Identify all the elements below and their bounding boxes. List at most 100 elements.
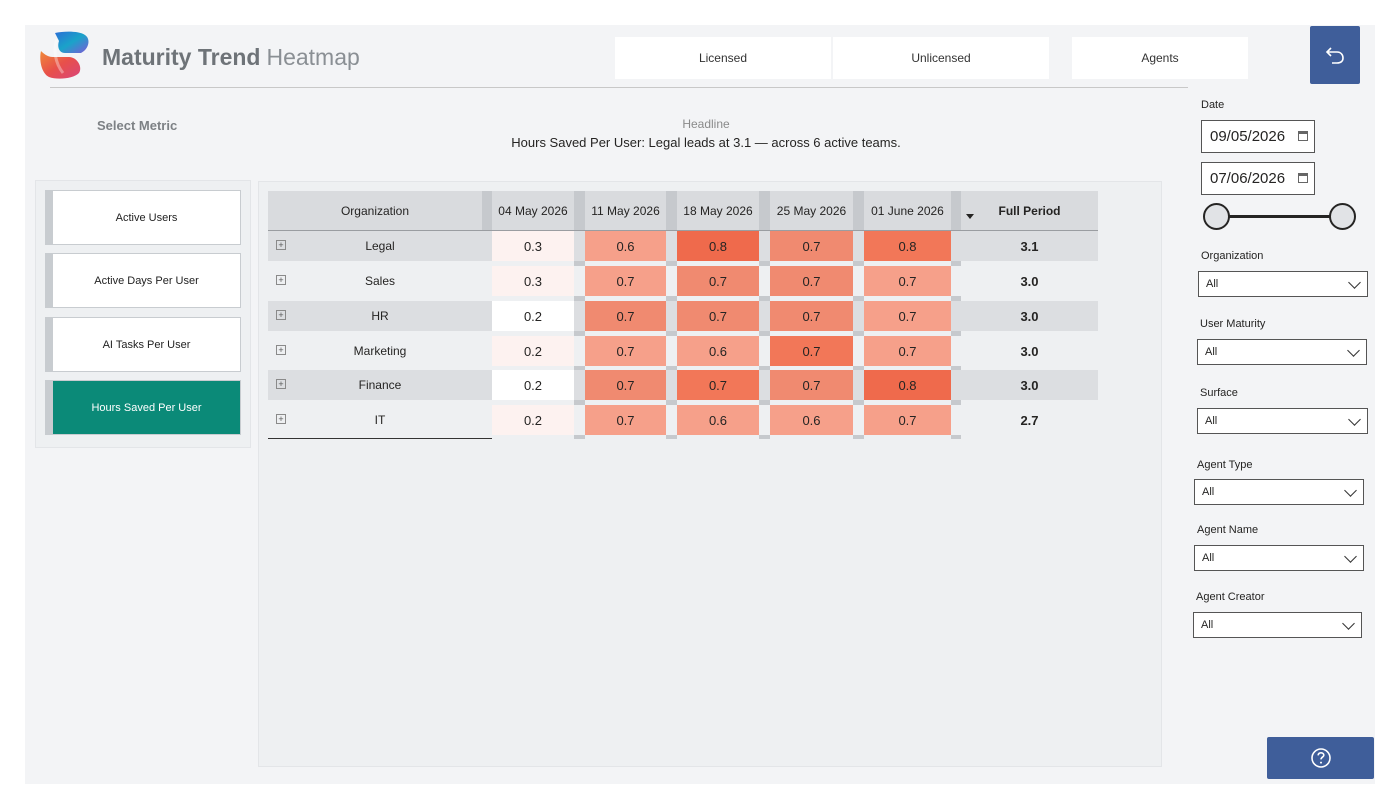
back-button[interactable] — [1310, 26, 1360, 84]
date-end-value: 07/06/2026 — [1210, 170, 1286, 187]
metric-button-ai-tasks[interactable]: AI Tasks Per User — [45, 317, 241, 372]
tab-licensed[interactable]: Licensed — [615, 37, 831, 79]
heat-cell: 0.7 — [864, 336, 951, 366]
heat-cell: 0.8 — [864, 370, 951, 400]
question-circle-icon — [1310, 748, 1331, 768]
plus-square-icon[interactable]: + — [276, 310, 286, 320]
column-header-week-5[interactable]: 01 June 2026 — [864, 191, 951, 230]
agent-name-filter-label: Agent Name — [1197, 524, 1259, 536]
chevron-down-icon — [1344, 484, 1357, 497]
heat-cell: 0.7 — [770, 370, 853, 400]
heat-cell: 0.6 — [677, 336, 759, 366]
chevron-down-icon — [1348, 276, 1361, 289]
user-maturity-dropdown[interactable]: All — [1197, 339, 1367, 365]
agent-type-filter-label: Agent Type — [1197, 459, 1253, 471]
copilot-logo-icon — [40, 31, 89, 79]
agent-type-dropdown[interactable]: All — [1194, 479, 1364, 505]
column-header-full-period[interactable]: Full Period — [961, 191, 1098, 230]
org-cell: IT — [374, 413, 386, 427]
column-header-week-1[interactable]: 04 May 2026 — [492, 191, 574, 230]
heat-cell: 0.7 — [585, 266, 666, 296]
heat-cell: 0.7 — [864, 405, 951, 435]
table-bottom-rule — [268, 438, 492, 439]
metric-button-active-days[interactable]: Active Days Per User — [45, 253, 241, 308]
org-cell: Sales — [364, 274, 396, 288]
chevron-down-icon — [1344, 550, 1357, 563]
heat-cell: 0.8 — [864, 231, 951, 261]
organization-dropdown[interactable]: All — [1198, 271, 1368, 297]
heat-cell: 0.2 — [492, 370, 574, 400]
headline-text: Hours Saved Per User: Legal leads at 3.1… — [511, 135, 901, 150]
heat-cell: 0.7 — [770, 336, 853, 366]
calendar-icon[interactable] — [1298, 173, 1308, 183]
column-header-week-3[interactable]: 18 May 2026 — [677, 191, 759, 230]
heat-cell: 0.6 — [677, 405, 759, 435]
undo-arrow-icon — [1325, 47, 1344, 64]
column-header-organization[interactable]: Organization — [268, 191, 482, 230]
page-subtitle: Heatmap — [266, 44, 360, 70]
heat-cell: 0.2 — [492, 405, 574, 435]
date-end-input[interactable]: 07/06/2026 — [1201, 162, 1315, 195]
full-period-label: Full Period — [998, 203, 1061, 218]
agent-creator-filter-label: Agent Creator — [1196, 591, 1265, 603]
chevron-down-icon — [1342, 617, 1355, 630]
full-period-cell: 3.0 — [1020, 343, 1039, 359]
plus-square-icon[interactable]: + — [276, 414, 286, 424]
chevron-down-icon — [1347, 344, 1360, 357]
heat-cell: 0.7 — [677, 370, 759, 400]
plus-square-icon[interactable]: + — [276, 240, 286, 250]
surface-dropdown[interactable]: All — [1197, 408, 1368, 434]
org-cell: HR — [371, 309, 389, 323]
chevron-down-icon — [1348, 413, 1361, 426]
agent-type-dropdown-value: All — [1202, 486, 1215, 498]
heat-cell: 0.6 — [770, 405, 853, 435]
org-cell: Legal — [365, 239, 395, 253]
date-range-slider[interactable] — [1216, 215, 1343, 218]
heat-cell: 0.8 — [677, 231, 759, 261]
metric-button-hours-saved[interactable]: Hours Saved Per User — [45, 380, 241, 435]
sort-desc-icon[interactable] — [965, 213, 975, 220]
date-start-value: 09/05/2026 — [1210, 128, 1286, 145]
metric-button-active-users[interactable]: Active Users — [45, 190, 241, 245]
calendar-icon[interactable] — [1298, 131, 1308, 141]
heat-cell: 0.2 — [492, 301, 574, 331]
column-header-week-2[interactable]: 11 May 2026 — [585, 191, 666, 230]
plus-square-icon[interactable]: + — [276, 379, 286, 389]
agent-creator-dropdown-value: All — [1201, 619, 1214, 631]
tab-unlicensed[interactable]: Unlicensed — [833, 37, 1049, 79]
heat-cell: 0.6 — [585, 231, 666, 261]
column-header-week-4[interactable]: 25 May 2026 — [770, 191, 853, 230]
date-label: Date — [1201, 99, 1225, 111]
date-start-input[interactable]: 09/05/2026 — [1201, 120, 1315, 153]
plus-square-icon[interactable]: + — [276, 345, 286, 355]
full-period-cell: 3.0 — [1020, 308, 1039, 324]
heat-cell: 0.7 — [585, 301, 666, 331]
agent-creator-dropdown[interactable]: All — [1193, 612, 1362, 638]
heat-cell: 0.7 — [864, 266, 951, 296]
tab-agents[interactable]: Agents — [1072, 37, 1248, 79]
user-maturity-filter-label: User Maturity — [1200, 318, 1266, 330]
headline-label: Headline — [682, 117, 730, 131]
heat-cell: 0.7 — [770, 231, 853, 261]
select-metric-label: Select Metric — [97, 118, 178, 133]
help-button[interactable] — [1267, 737, 1374, 779]
plus-square-icon[interactable]: + — [276, 275, 286, 285]
date-slider-start-handle[interactable] — [1203, 203, 1230, 230]
agent-name-dropdown[interactable]: All — [1194, 545, 1364, 571]
header-divider — [50, 87, 1188, 88]
date-slider-end-handle[interactable] — [1329, 203, 1356, 230]
heat-cell: 0.7 — [677, 266, 759, 296]
full-period-cell: 3.0 — [1020, 273, 1039, 289]
heat-cell: 0.7 — [770, 266, 853, 296]
heat-cell: 0.7 — [864, 301, 951, 331]
organization-filter-label: Organization — [1201, 250, 1264, 262]
heat-cell: 0.3 — [492, 231, 574, 261]
heat-cell: 0.3 — [492, 266, 574, 296]
organization-dropdown-value: All — [1206, 278, 1219, 290]
user-maturity-dropdown-value: All — [1205, 346, 1218, 358]
surface-dropdown-value: All — [1205, 415, 1218, 427]
header-rule — [268, 230, 1098, 231]
heat-cell: 0.7 — [585, 336, 666, 366]
full-period-cell: 3.1 — [1020, 238, 1039, 254]
heat-cell: 0.7 — [585, 370, 666, 400]
